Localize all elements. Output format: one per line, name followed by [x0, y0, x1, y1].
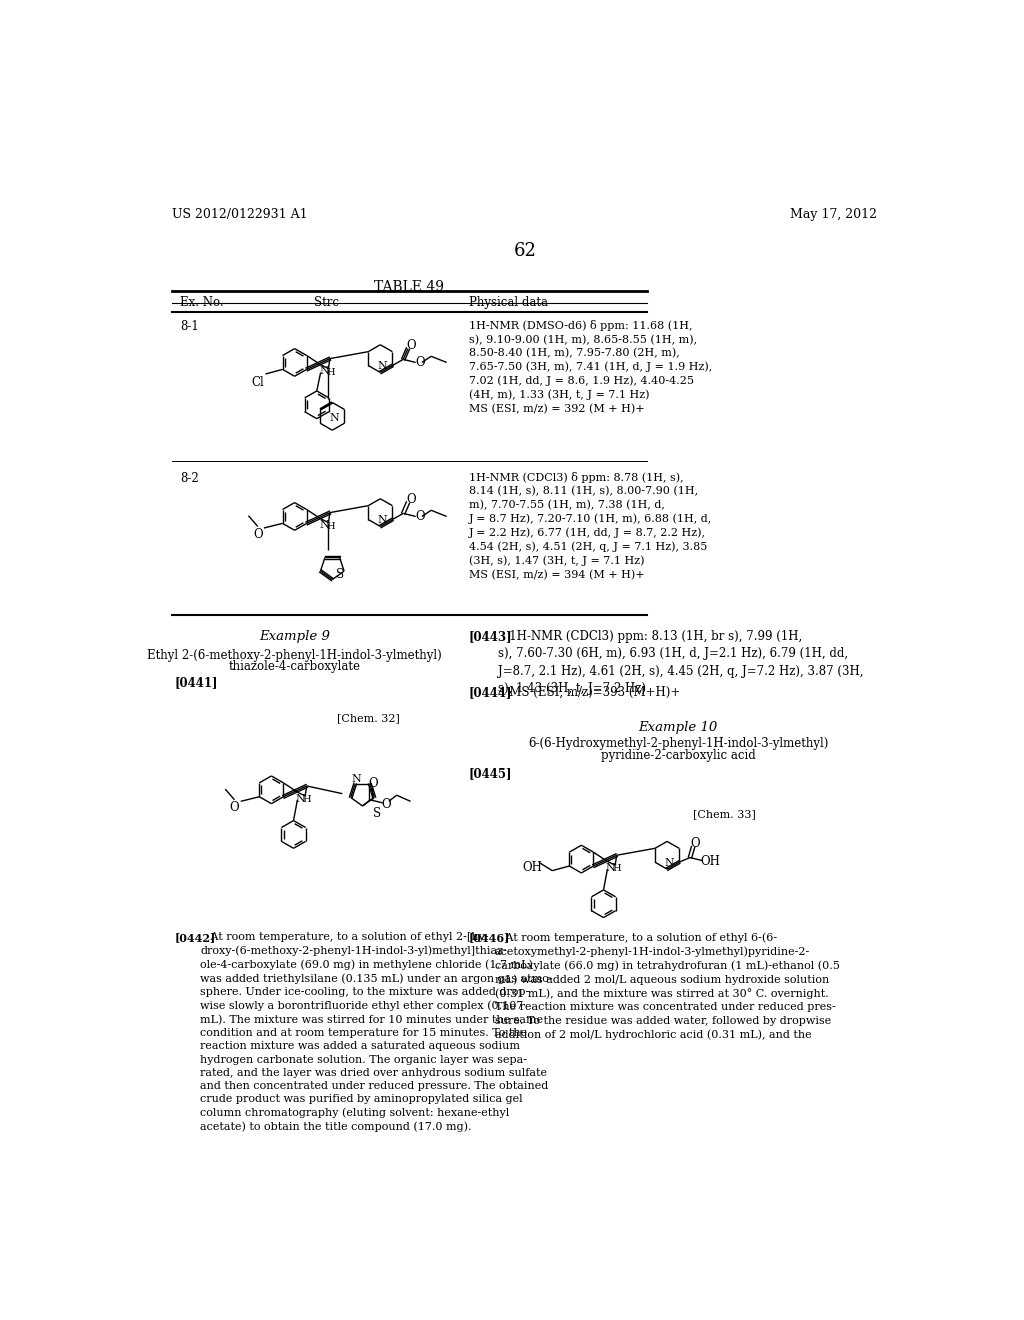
- Text: Example 9: Example 9: [259, 630, 330, 643]
- Text: S: S: [373, 808, 381, 821]
- Text: O: O: [229, 801, 240, 814]
- Text: H: H: [612, 865, 622, 874]
- Text: MS (ESI, m/z)=393 (M+H)+: MS (ESI, m/z)=393 (M+H)+: [499, 686, 681, 698]
- Text: H: H: [326, 368, 335, 376]
- Text: [0443]: [0443]: [469, 630, 513, 643]
- Text: thiazole-4-carboxylate: thiazole-4-carboxylate: [228, 660, 360, 673]
- Text: O: O: [416, 356, 425, 370]
- Text: OH: OH: [700, 855, 721, 869]
- Text: US 2012/0122931 A1: US 2012/0122931 A1: [172, 209, 308, 222]
- Text: N: N: [351, 774, 361, 784]
- Text: N: N: [296, 793, 305, 804]
- Text: Example 10: Example 10: [639, 721, 718, 734]
- Text: N: N: [377, 515, 387, 525]
- Text: [Chem. 32]: [Chem. 32]: [337, 713, 399, 723]
- Text: 1H-NMR (DMSO-d6) δ ppm: 11.68 (1H,
s), 9.10-9.00 (1H, m), 8.65-8.55 (1H, m),
8.5: 1H-NMR (DMSO-d6) δ ppm: 11.68 (1H, s), 9…: [469, 321, 713, 414]
- Text: [Chem. 33]: [Chem. 33]: [693, 809, 756, 818]
- Text: O: O: [381, 799, 391, 812]
- Text: N: N: [664, 858, 674, 867]
- Text: Cl: Cl: [252, 376, 264, 388]
- Text: N: N: [606, 863, 615, 873]
- Text: Ethyl 2-(6-methoxy-2-phenyl-1H-indol-3-ylmethyl): Ethyl 2-(6-methoxy-2-phenyl-1H-indol-3-y…: [147, 649, 442, 661]
- Text: [0444]: [0444]: [469, 686, 512, 698]
- Text: Physical data: Physical data: [469, 296, 548, 309]
- Text: N: N: [329, 413, 339, 424]
- Text: 8-1: 8-1: [180, 321, 199, 333]
- Text: [0441]: [0441]: [174, 676, 218, 689]
- Text: 62: 62: [513, 242, 537, 260]
- Text: At room temperature, to a solution of ethyl 6-(6-
acetoxymethyl-2-phenyl-1H-indo: At room temperature, to a solution of et…: [495, 932, 840, 1040]
- Text: 1H-NMR (CDCl3) ppm: 8.13 (1H, br s), 7.99 (1H,
s), 7.60-7.30 (6H, m), 6.93 (1H, : 1H-NMR (CDCl3) ppm: 8.13 (1H, br s), 7.9…: [499, 630, 864, 696]
- Text: 6-(6-Hydroxymethyl-2-phenyl-1H-indol-3-ylmethyl): 6-(6-Hydroxymethyl-2-phenyl-1H-indol-3-y…: [528, 738, 828, 751]
- Text: O: O: [368, 777, 378, 791]
- Text: [0445]: [0445]: [469, 767, 512, 780]
- Text: O: O: [407, 492, 416, 506]
- Text: H: H: [303, 795, 311, 804]
- Text: N: N: [319, 520, 329, 531]
- Text: 8-2: 8-2: [180, 471, 199, 484]
- Text: [0442]: [0442]: [174, 932, 216, 944]
- Text: May 17, 2012: May 17, 2012: [791, 209, 878, 222]
- Text: S: S: [337, 568, 345, 581]
- Text: N: N: [319, 367, 329, 376]
- Text: O: O: [407, 339, 416, 351]
- Text: H: H: [326, 521, 335, 531]
- Text: Strc: Strc: [314, 296, 339, 309]
- Text: Ex. No.: Ex. No.: [180, 296, 223, 309]
- Text: N: N: [377, 360, 387, 371]
- Text: O: O: [416, 511, 425, 523]
- Text: At room temperature, to a solution of ethyl 2-[hy-
droxy-(6-methoxy-2-phenyl-1H-: At room temperature, to a solution of et…: [200, 932, 553, 1133]
- Text: OH: OH: [523, 862, 543, 874]
- Text: [0446]: [0446]: [469, 932, 510, 944]
- Text: 1H-NMR (CDCl3) δ ppm: 8.78 (1H, s),
8.14 (1H, s), 8.11 (1H, s), 8.00-7.90 (1H,
m: 1H-NMR (CDCl3) δ ppm: 8.78 (1H, s), 8.14…: [469, 471, 713, 579]
- Text: TABLE 49: TABLE 49: [374, 280, 443, 294]
- Text: pyridine-2-carboxylic acid: pyridine-2-carboxylic acid: [601, 748, 756, 762]
- Text: O: O: [253, 528, 263, 541]
- Text: O: O: [691, 837, 700, 850]
